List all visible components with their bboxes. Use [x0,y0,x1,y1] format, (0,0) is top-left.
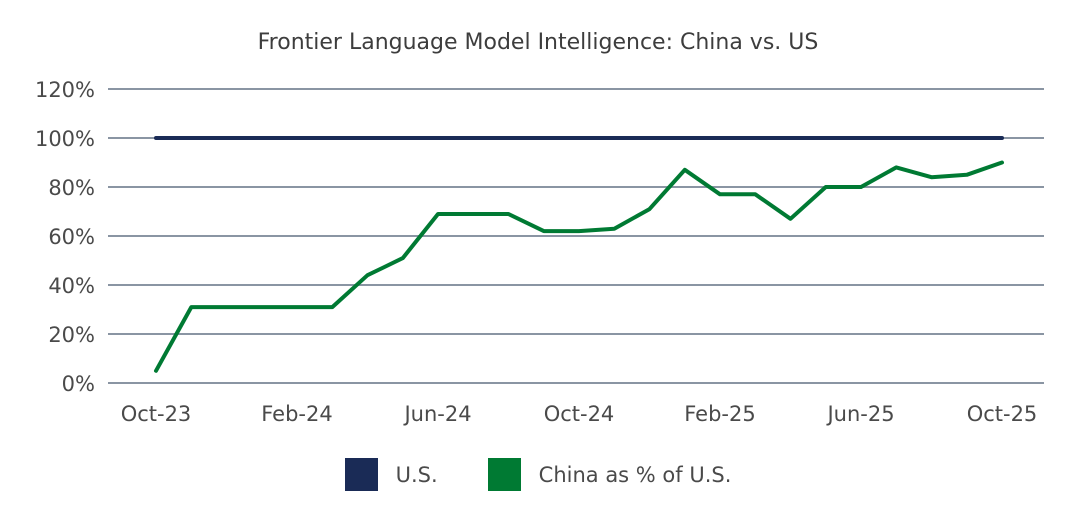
legend-item-china: China as % of U.S. [487,458,732,491]
series-china-line [154,160,1004,373]
chart-title: Frontier Language Model Intelligence: Ch… [257,30,819,55]
y-tick-label: 60% [48,225,95,249]
legend-item-us: U.S. [344,458,438,491]
legend-swatch-us [344,458,378,491]
x-tick-label: Jun-24 [402,402,471,426]
x-tick-label: Oct-25 [967,402,1038,426]
y-tick-label: 100% [35,127,95,151]
y-tick-label: 80% [48,176,95,200]
legend-swatch-china [487,458,521,491]
y-tick-label: 40% [48,274,95,298]
y-tick-label: 120% [35,78,95,102]
x-tick-label: Jun-25 [825,402,894,426]
legend-label-china: China as % of U.S. [538,462,732,487]
x-tick-label: Oct-24 [544,402,615,426]
x-tick-label: Feb-25 [684,402,755,426]
x-tick-label: Oct-23 [121,402,192,426]
line-chart: 0% 20% 40% 60% 80% 100% 120% Oct-23 Feb-24 Jun-24… [35,78,1044,426]
legend: U.S. China as % of U.S. [0,458,1076,491]
y-tick-label: 0% [62,372,95,396]
y-tick-label: 20% [48,323,95,347]
x-tick-label: Feb-24 [261,402,332,426]
legend-label-us: U.S. [395,462,438,487]
